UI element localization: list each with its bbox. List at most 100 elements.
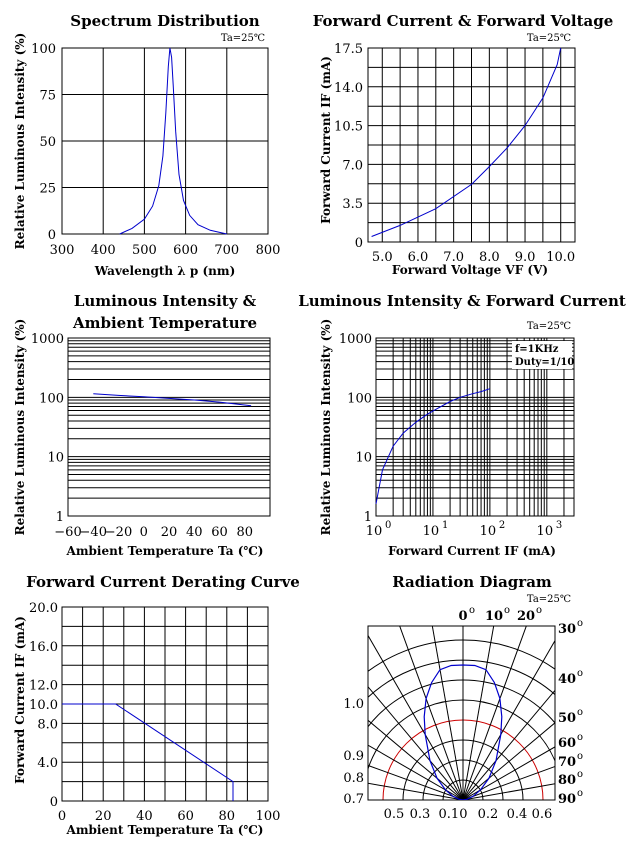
derating-xtick-label: 40	[136, 809, 153, 824]
intensity-temp-xtick-label: 20	[161, 525, 178, 540]
intensity-temp-xtick-label: 40	[186, 525, 203, 540]
radiation-degree-mark: o	[577, 788, 583, 799]
radiation-angle-label: 30	[558, 622, 576, 637]
fwd-voltage-xtick-label: 7.0	[443, 250, 464, 265]
intensity-temp-ytick-label: 1000	[31, 332, 64, 347]
spectrum-series-line-0	[119, 47, 227, 235]
derating-xtick-label: 20	[95, 809, 112, 824]
fwd-voltage-xtick-label: 6.0	[408, 250, 429, 265]
intensity-temp-ytick-label: 100	[39, 391, 64, 406]
derating-xtick-label: 100	[256, 809, 281, 824]
radiation-angle-label: 70	[558, 755, 576, 770]
radiation-degree-mark: o	[577, 668, 583, 679]
intensity-temp-xlabel: Ambient Temperature Ta (℃)	[66, 544, 264, 558]
derating-ylabel: Forward Current IF (mA)	[13, 616, 27, 784]
intensity-current-xtick-label: 10	[480, 524, 497, 539]
intensity-current-annotation-duty: Duty=1/10	[515, 357, 574, 368]
derating-ytick-label: 8.0	[37, 717, 58, 732]
radiation-left-label: 1.0	[343, 697, 364, 712]
spectrum-marks: 300 400 500 600 700 800 0 25 50 75 100	[31, 42, 280, 258]
radiation-left-label: 0.7	[343, 792, 364, 807]
spectrum-ytick-label: 0	[48, 228, 56, 243]
spectrum-xtick-label: 600	[173, 243, 198, 258]
intensity-temp-plot-frame	[67, 337, 271, 517]
spectrum-xtick-label: 300	[50, 243, 75, 258]
radiation-angle-label: 60	[558, 736, 576, 751]
intensity-current-xtick-exponent: 0	[385, 520, 391, 531]
radiation-bottom-label: 0.6	[532, 807, 553, 822]
intensity-temp-ylabel: Relative Luminous Intensity (%)	[13, 319, 27, 536]
radiation-angle-label: 0	[458, 609, 467, 624]
spectrum-ytick-label: 25	[39, 182, 56, 197]
radiation-plot-frame	[367, 625, 556, 801]
radiation-chart: Radiation Diagram Ta=25℃ 0 o 10 o 20 o30 o40 o5…	[343, 573, 583, 822]
radiation-angle-label: 10	[485, 609, 503, 624]
fwd-voltage-xtick-label: 8.0	[479, 250, 500, 265]
intensity-temp-ytick-label: 10	[47, 451, 64, 466]
radiation-spoke	[368, 719, 464, 800]
intensity-current-xtick-exponent: 3	[556, 520, 562, 531]
radiation-left-label: 0.9	[343, 749, 364, 764]
radiation-spoke	[462, 746, 555, 800]
derating-ytick-label: 12.0	[29, 679, 58, 694]
derating-xtick-label: 0	[58, 809, 66, 824]
intensity-current-title: Luminous Intensity & Forward Current	[298, 292, 626, 310]
derating-ytick-label: 4.0	[37, 756, 58, 771]
intensity-temp-xtick-label: 60	[211, 525, 228, 540]
radiation-spoke	[431, 626, 464, 800]
radiation-title: Radiation Diagram	[392, 573, 552, 591]
spectrum-xtick-label: 500	[132, 243, 157, 258]
spectrum-xtick-label: 800	[256, 243, 281, 258]
intensity-temp-xtick-label: −60	[54, 525, 81, 540]
radiation-series-lobe	[423, 664, 503, 800]
intensity-current-series-line-0	[375, 388, 491, 504]
intensity-temp-chart: Luminous Intensity & Ambient Temperature…	[13, 292, 271, 558]
intensity-current-ytick-label: 10	[355, 451, 372, 466]
intensity-current-chart: Luminous Intensity & Forward Current Ta=…	[298, 292, 626, 558]
derating-ytick-label: 16.0	[29, 640, 58, 655]
derating-marks: 0 20 40 60 80 100 0 4.0 8.0 10.0 12.0 16.0 20.0	[29, 601, 280, 824]
radiation-degree-mark: o	[536, 605, 542, 616]
intensity-temp-xtick-label: 80	[236, 525, 253, 540]
derating-ytick-label: 10.0	[29, 698, 58, 713]
intensity-temp-title: Luminous Intensity &	[74, 292, 257, 310]
spectrum-chart: Spectrum Distribution Ta=25℃ 300 400 500 60…	[13, 12, 280, 278]
radiation-bottom-label: 0.3	[410, 807, 431, 822]
spectrum-title: Spectrum Distribution	[70, 12, 260, 30]
intensity-temp-xtick-label: −20	[105, 525, 132, 540]
intensity-current-xtick-label: 10	[537, 524, 554, 539]
derating-series-line-0	[62, 703, 234, 801]
radiation-degree-mark: o	[577, 769, 583, 780]
intensity-current-ylabel: Relative Luminous Intensity (%)	[319, 319, 333, 536]
radiation-spoke	[368, 634, 464, 800]
radiation-spoke	[462, 626, 527, 800]
spectrum-condition: Ta=25℃	[221, 33, 265, 44]
radiation-degree-mark: o	[577, 732, 583, 743]
radiation-angle-label: 40	[558, 672, 576, 687]
radiation-angle-label: 80	[558, 773, 576, 788]
fwd-voltage-xtick-label: 5.0	[372, 250, 393, 265]
spectrum-ytick-label: 100	[31, 42, 56, 57]
intensity-current-ytick-label: 1	[364, 510, 372, 525]
derating-ytick-label: 20.0	[29, 601, 58, 616]
intensity-temp-marks: −60−40−20 0 20 40 60 80 1 10 100 1000	[31, 332, 270, 540]
radiation-degree-mark: o	[577, 618, 583, 629]
intensity-current-plot-frame	[375, 337, 575, 517]
radiation-spoke	[368, 686, 464, 800]
radiation-degree-mark: o	[577, 751, 583, 762]
fwd-voltage-ytick-label: 14.0	[334, 81, 363, 96]
radiation-degree-mark: o	[504, 605, 510, 616]
intensity-temp-xtick-label: 0	[140, 525, 148, 540]
fwd-voltage-xlabel: Forward Voltage VF (V)	[392, 263, 548, 277]
fwd-voltage-xtick-label: 10.0	[546, 250, 575, 265]
radiation-angle-label: 50	[558, 711, 576, 726]
intensity-temp-ytick-label: 1	[56, 510, 64, 525]
radiation-spoke	[462, 689, 555, 800]
radiation-angle-label: 90	[558, 792, 576, 807]
derating-ytick-label: 0	[50, 795, 58, 810]
intensity-current-annotation-box	[512, 341, 572, 369]
intensity-current-ytick-label: 1000	[339, 332, 372, 347]
radiation-spoke	[368, 782, 464, 800]
intensity-current-xtick-label: 10	[366, 524, 383, 539]
